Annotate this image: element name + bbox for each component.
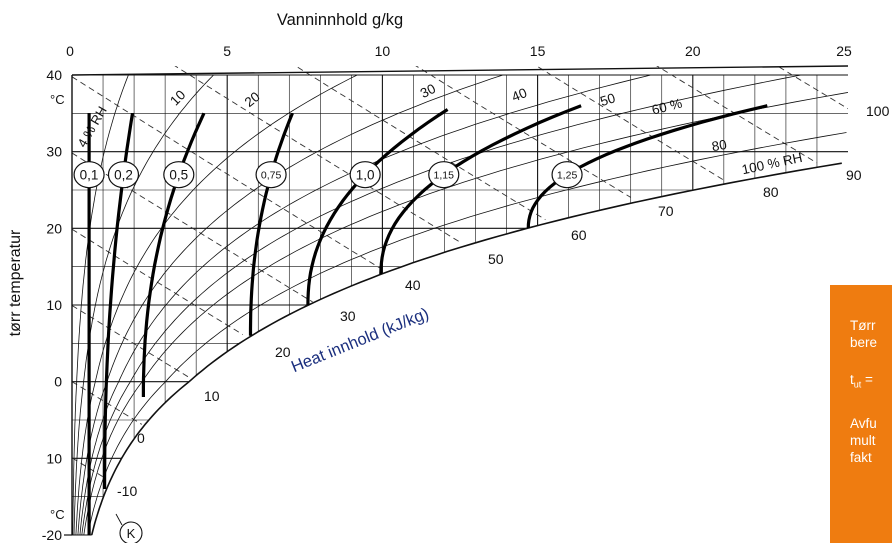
enthalpy-label: 0 [137,430,145,446]
side-note-t: t [850,372,854,387]
enthalpy-label: 10 [204,388,220,404]
enthalpy-line [776,66,848,110]
chart-frame [64,65,849,536]
enthalpy-label: 40 [405,277,421,293]
rh-curve [81,74,802,536]
enthalpy-line [174,66,461,243]
rh-curve [90,162,842,536]
rh-curve [77,74,504,536]
factor-curve [306,108,449,306]
rh-curves [72,74,848,536]
enthalpy-label: 80 [763,184,779,200]
factor-label: 0,2 [114,168,133,183]
rh-curve [79,74,651,536]
y-tick-label: 10 [46,297,62,313]
x-tick-label: 20 [685,43,701,59]
factor-curve [141,112,206,397]
factor-label: 1,25 [557,170,578,182]
k-marker-label: K [127,526,136,541]
rh-curve-label: 60 % [650,96,683,118]
enthalpy-label: 90 [846,167,862,183]
rh-curve [73,74,214,536]
y-tick-label: 20 [46,220,62,236]
x-axis-title: Vanninnhold g/kg [277,11,403,29]
k-marker-circle [119,521,143,543]
rh-curve [83,92,848,536]
enthalpy-label: 60 [571,227,587,243]
enthalpy-line [72,76,383,270]
y-tick-label: 40 [46,67,62,83]
side-note-box: Tørr bere tut = Avfu mult fakt [830,285,892,543]
factor-label: 1,0 [356,168,375,183]
rh-curve-label: 50 [598,90,617,109]
side-note-sub: ut [853,379,862,390]
side-note-line-6: fakt [850,449,872,465]
rh-curve-label: 10 [167,87,188,108]
factor-curve [379,104,582,275]
chart-labels: Vanninnhold g/kg0 5 10 15 20 2540302010010-20… [42,11,890,543]
y-tick-label: 30 [46,144,62,160]
enthalpy-label: 70 [658,203,674,219]
x-tick-label: 5 [223,43,231,59]
rh-curve-label: 20 [242,89,263,110]
factor-circle [163,161,195,189]
side-note-line-2: bere [850,335,878,350]
factor-curve [248,112,294,336]
rh-curve [72,74,129,535]
x-tick-label: 25 [836,43,852,59]
rh-curve [87,132,847,536]
factor-circle [551,161,583,189]
factor-curves [87,104,768,535]
factor-circle [349,161,381,189]
x-tick-label: 15 [530,43,546,59]
rh-curve [75,74,358,536]
rh-curve-label: 40 [510,85,530,105]
enthalpy-label: 30 [340,308,356,324]
enthalpy-lines [72,66,848,478]
unit-label: °C [50,507,65,522]
side-note-line-4: Avfu [850,415,877,431]
rh-curve-label: 30 [418,81,438,101]
enthalpy-label: 50 [488,251,504,267]
enthalpy-line [415,66,631,198]
rh-curve-label: 100 % RH [740,150,803,177]
factor-circle [107,161,140,189]
enthalpy-label: 100 [866,103,890,119]
enthalpy-label: 20 [275,344,291,360]
y-axis-title: tørr temperatur [7,229,24,337]
enthalpy-label: -10 [117,483,137,499]
enthalpy-line [72,457,104,478]
x-tick-label: 10 [375,43,391,59]
chart-grid [72,74,848,536]
factor-circle [255,161,287,189]
enthalpy-line [294,66,546,220]
rh-curve-label: 80 [711,137,728,154]
factor-curve [526,104,768,229]
y-tick-label: 10 [46,450,62,466]
factor-label: 1,15 [434,170,455,182]
enthalpy-line [535,66,725,181]
enthalpy-line [72,305,189,378]
y-tick-label: -20 [42,527,62,543]
factor-label: 0,75 [261,170,282,182]
x-tick-label: 0 [66,43,74,59]
side-note-eq: = [861,372,873,387]
side-note-line-5: mult [850,432,876,448]
enthalpy-line [72,152,313,303]
factor-label: 0,5 [169,168,188,183]
rh-curve-label: 4 % RH [74,104,109,150]
factor-circle [428,161,460,189]
k-marker-leader [115,513,123,526]
factor-label: 0,1 [80,168,99,183]
y-tick-label: 0 [54,374,62,390]
top-edge-line [71,65,849,76]
unit-label: °C [50,92,65,107]
side-note-line-1: Tørr [850,318,876,333]
factor-circle [73,161,105,189]
enthalpy-axis-title: Heat innhold (kJ/kg) [289,305,432,377]
side-note-line-3: tut = [850,371,892,394]
